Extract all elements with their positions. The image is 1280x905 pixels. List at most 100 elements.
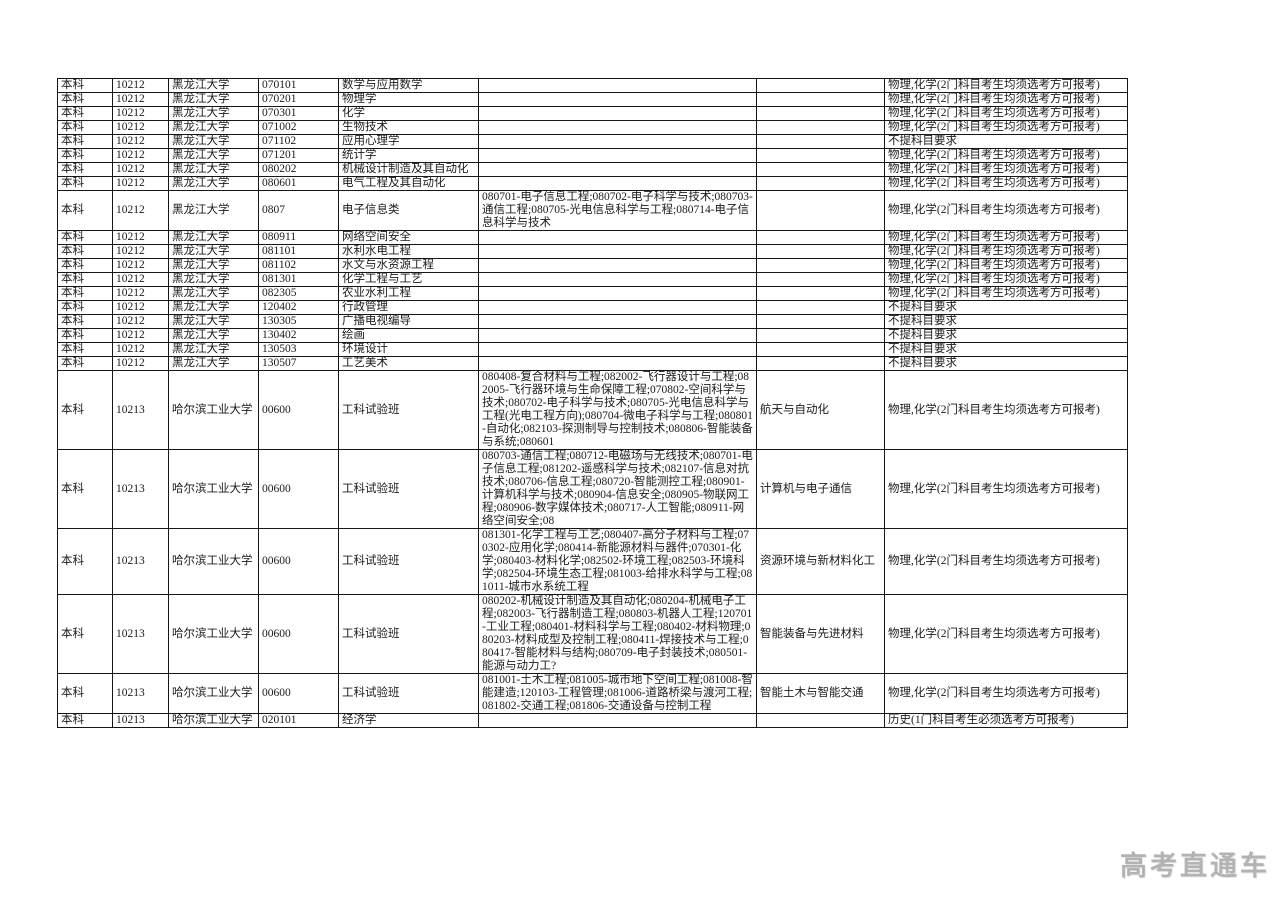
cell-major-code: 130402 [258, 328, 339, 343]
cell-school-code: 10213 [112, 449, 169, 529]
cell-major-name: 工艺美术 [338, 356, 479, 371]
cell-school-code: 10212 [112, 92, 169, 107]
cell-category [756, 134, 885, 149]
table-row: 本科 10212 黑龙江大学 071102 应用心理学 不提科目要求 [57, 134, 1128, 149]
cell-major-code: 071102 [258, 134, 339, 149]
cell-subject-requirement: 物理,化学(2门科目考生均须选考方可报考) [884, 244, 1128, 259]
cell-level: 本科 [57, 286, 113, 301]
cell-school-name: 黑龙江大学 [168, 176, 259, 191]
cell-category [756, 272, 885, 287]
cell-major-name: 农业水利工程 [338, 286, 479, 301]
table-row: 本科 10212 黑龙江大学 130503 环境设计 不提科目要求 [57, 342, 1128, 357]
cell-school-code: 10212 [112, 134, 169, 149]
cell-included-majors [478, 356, 757, 371]
table-row: 本科 10212 黑龙江大学 070201 物理学 物理,化学(2门科目考生均须选考方可报… [57, 92, 1128, 107]
cell-category: 资源环境与新材料化工 [756, 528, 885, 595]
cell-included-majors [478, 314, 757, 329]
cell-subject-requirement: 物理,化学(2门科目考生均须选考方可报考) [884, 286, 1128, 301]
cell-included-majors [478, 258, 757, 273]
cell-school-code: 10212 [112, 120, 169, 135]
cell-school-code: 10213 [112, 673, 169, 714]
cell-included-majors [478, 176, 757, 191]
cell-level: 本科 [57, 370, 113, 450]
cell-level: 本科 [57, 134, 113, 149]
cell-subject-requirement: 物理,化学(2门科目考生均须选考方可报考) [884, 272, 1128, 287]
cell-category: 计算机与电子通信 [756, 449, 885, 529]
table-row: 本科 10212 黑龙江大学 081301 化学工程与工艺 物理,化学(2门科目考生均须选… [57, 272, 1128, 287]
cell-major-name: 机械设计制造及其自动化 [338, 162, 479, 177]
table-row: 本科 10213 哈尔滨工业大学 00600 工科试验班 080202-机械设计制造及其自… [57, 594, 1128, 674]
cell-major-code: 070101 [258, 78, 339, 93]
cell-school-name: 黑龙江大学 [168, 300, 259, 315]
cell-subject-requirement: 物理,化学(2门科目考生均须选考方可报考) [884, 230, 1128, 245]
cell-level: 本科 [57, 328, 113, 343]
cell-school-name: 哈尔滨工业大学 [168, 528, 259, 595]
cell-level: 本科 [57, 148, 113, 163]
cell-major-name: 工科试验班 [338, 370, 479, 450]
cell-major-name: 绘画 [338, 328, 479, 343]
cell-level: 本科 [57, 314, 113, 329]
cell-included-majors: 080701-电子信息工程;080702-电子科学与技术;080703-通信工程… [478, 190, 757, 231]
cell-school-code: 10212 [112, 328, 169, 343]
cell-subject-requirement: 物理,化学(2门科目考生均须选考方可报考) [884, 148, 1128, 163]
cell-major-name: 经济学 [338, 713, 479, 728]
table-row: 本科 10212 黑龙江大学 070101 数学与应用数学 物理,化学(2门科目考生均须选… [57, 78, 1128, 93]
cell-major-code: 130503 [258, 342, 339, 357]
cell-included-majors [478, 78, 757, 93]
cell-major-name: 数学与应用数学 [338, 78, 479, 93]
cell-major-code: 070301 [258, 106, 339, 121]
cell-major-name: 电气工程及其自动化 [338, 176, 479, 191]
table-row: 本科 10212 黑龙江大学 130507 工艺美术 不提科目要求 [57, 356, 1128, 371]
table-row: 本科 10212 黑龙江大学 071002 生物技术 物理,化学(2门科目考生均须选考方可… [57, 120, 1128, 135]
cell-school-name: 黑龙江大学 [168, 92, 259, 107]
cell-subject-requirement: 历史(1门科目考生必须选考方可报考) [884, 713, 1128, 728]
cell-category [756, 314, 885, 329]
cell-category [756, 356, 885, 371]
cell-major-code: 020101 [258, 713, 339, 728]
cell-major-name: 环境设计 [338, 342, 479, 357]
cell-school-name: 黑龙江大学 [168, 328, 259, 343]
cell-school-code: 10213 [112, 713, 169, 728]
cell-category [756, 300, 885, 315]
cell-major-code: 080911 [258, 230, 339, 245]
table-row: 本科 10212 黑龙江大学 071201 统计学 物理,化学(2门科目考生均须选考方可报… [57, 148, 1128, 163]
cell-level: 本科 [57, 342, 113, 357]
cell-major-name: 工科试验班 [338, 449, 479, 529]
cell-level: 本科 [57, 244, 113, 259]
cell-school-code: 10212 [112, 190, 169, 231]
cell-included-majors [478, 92, 757, 107]
cell-school-name: 黑龙江大学 [168, 190, 259, 231]
cell-school-code: 10212 [112, 356, 169, 371]
cell-major-code: 00600 [258, 673, 339, 714]
cell-level: 本科 [57, 230, 113, 245]
cell-category [756, 713, 885, 728]
cell-school-name: 黑龙江大学 [168, 230, 259, 245]
table-row: 本科 10212 黑龙江大学 080911 网络空间安全 物理,化学(2门科目考生均须选考… [57, 230, 1128, 245]
cell-major-name: 化学 [338, 106, 479, 121]
table-row: 本科 10212 黑龙江大学 081101 水利水电工程 物理,化学(2门科目考生均须选考… [57, 244, 1128, 259]
cell-included-majors: 080408-复合材料与工程;082002-飞行器设计与工程;082005-飞行… [478, 370, 757, 450]
cell-major-name: 网络空间安全 [338, 230, 479, 245]
table-row: 本科 10213 哈尔滨工业大学 00600 工科试验班 081301-化学工程与工艺;0… [57, 528, 1128, 595]
cell-major-name: 工科试验班 [338, 673, 479, 714]
cell-included-majors [478, 106, 757, 121]
cell-included-majors [478, 300, 757, 315]
cell-school-name: 黑龙江大学 [168, 244, 259, 259]
cell-school-code: 10212 [112, 300, 169, 315]
cell-included-majors [478, 230, 757, 245]
cell-school-name: 黑龙江大学 [168, 78, 259, 93]
cell-school-code: 10212 [112, 286, 169, 301]
cell-major-name: 化学工程与工艺 [338, 272, 479, 287]
cell-included-majors [478, 244, 757, 259]
cell-included-majors [478, 134, 757, 149]
cell-school-name: 黑龙江大学 [168, 356, 259, 371]
cell-category [756, 78, 885, 93]
cell-major-code: 00600 [258, 528, 339, 595]
cell-school-name: 黑龙江大学 [168, 148, 259, 163]
cell-category [756, 148, 885, 163]
cell-major-name: 统计学 [338, 148, 479, 163]
table-row: 本科 10213 哈尔滨工业大学 00600 工科试验班 081001-土木工程;0810… [57, 673, 1128, 714]
cell-major-code: 080601 [258, 176, 339, 191]
cell-category [756, 106, 885, 121]
cell-major-code: 00600 [258, 449, 339, 529]
